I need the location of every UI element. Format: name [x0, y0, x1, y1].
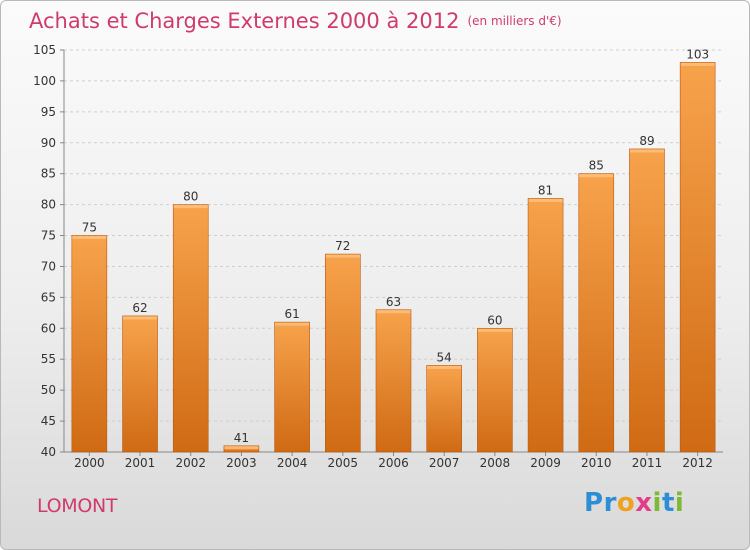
x-tick-label: 2011: [632, 456, 663, 470]
bar-highlight: [477, 328, 512, 332]
y-tick-label: 60: [41, 321, 56, 335]
bar-highlight: [629, 149, 664, 153]
bar-2000: [71, 235, 108, 453]
value-label: 63: [386, 295, 401, 309]
y-tick-label: 45: [41, 414, 56, 428]
bar-2008: [477, 328, 513, 453]
y-tick-label: 65: [41, 290, 56, 304]
y-tick-label: 50: [41, 383, 56, 397]
bar-2010: [578, 173, 615, 453]
chart-title-text: Achats et Charges Externes 2000 à 2012: [29, 9, 460, 33]
y-tick-label: 75: [41, 229, 56, 243]
town-name: LOMONT: [37, 495, 118, 517]
x-tick-label: 2002: [175, 456, 206, 470]
value-label: 60: [487, 313, 502, 327]
y-tick-label: 100: [33, 74, 56, 88]
x-tick-label: 2001: [125, 456, 156, 470]
bars: [71, 62, 716, 453]
x-tick-label: 2000: [74, 456, 105, 470]
bar-highlight: [224, 446, 259, 450]
value-label: 89: [639, 134, 654, 148]
y-tick-label: 95: [41, 105, 56, 119]
logo-letter: o: [616, 488, 636, 518]
logo-letter: x: [635, 488, 653, 518]
x-tick-label: 2007: [429, 456, 460, 470]
y-tick-label: 85: [41, 167, 56, 181]
x-tick-label: 2010: [581, 456, 612, 470]
value-label: 81: [538, 183, 553, 197]
value-label: 80: [183, 190, 198, 204]
value-label: 103: [686, 47, 709, 61]
y-tick-label: 55: [41, 352, 56, 366]
x-tick-label: 2005: [328, 456, 359, 470]
bar-2002: [172, 204, 209, 453]
bar-highlight: [579, 174, 614, 178]
value-label: 75: [82, 221, 97, 235]
value-label: 54: [437, 350, 452, 364]
axes: 40 45 50 55 60 65 70 75 80 85 90 95 100 105 2000 2001 20…: [33, 43, 723, 470]
bar-2007: [426, 365, 462, 453]
bar-highlight: [123, 316, 158, 320]
value-label: 61: [284, 307, 299, 321]
bar-highlight: [376, 310, 411, 314]
value-labels: 75 62 80 41 61 72 63 54 60 81 85 89 103: [82, 47, 709, 444]
bar-highlight: [325, 254, 360, 258]
bar-highlight: [72, 236, 107, 240]
y-tick-label: 90: [41, 136, 56, 150]
bar-2005: [325, 253, 361, 453]
bar-highlight: [173, 205, 208, 209]
bar-highlight: [680, 62, 715, 66]
value-label: 62: [132, 301, 147, 315]
value-label: 85: [589, 159, 604, 173]
x-tick-label: 2003: [226, 456, 257, 470]
x-tick-label: 2012: [682, 456, 713, 470]
chart-title: Achats et Charges Externes 2000 à 2012 (e…: [29, 9, 562, 33]
x-tick-label: 2008: [480, 456, 511, 470]
bar-2006: [375, 309, 412, 453]
logo-letter: i: [674, 488, 685, 518]
y-tick-label: 80: [41, 198, 56, 212]
bar-highlight: [275, 322, 310, 326]
x-tick-label: 2006: [378, 456, 409, 470]
logo-letter: P: [584, 488, 604, 518]
y-tick-label: 105: [33, 43, 56, 57]
y-tick-label: 40: [41, 445, 56, 459]
proxiti-logo: Proxiti: [584, 488, 684, 518]
bar-highlight: [427, 365, 462, 369]
bar-2009: [527, 198, 564, 453]
logo-letter: r: [603, 488, 617, 518]
y-tick-label: 70: [41, 259, 56, 273]
value-label: 72: [335, 239, 350, 253]
bar-2011: [629, 148, 665, 453]
bar-2012: [679, 62, 716, 453]
bar-2001: [122, 315, 158, 453]
bar-2004: [274, 321, 310, 453]
x-tick-label: 2004: [277, 456, 308, 470]
chart-subtitle: (en milliers d'€): [467, 14, 562, 28]
logo-letter: i: [652, 488, 662, 518]
value-label: 41: [234, 431, 249, 445]
x-tick-label: 2009: [530, 456, 561, 470]
bar-highlight: [528, 198, 563, 202]
logo-letter: t: [661, 488, 675, 518]
